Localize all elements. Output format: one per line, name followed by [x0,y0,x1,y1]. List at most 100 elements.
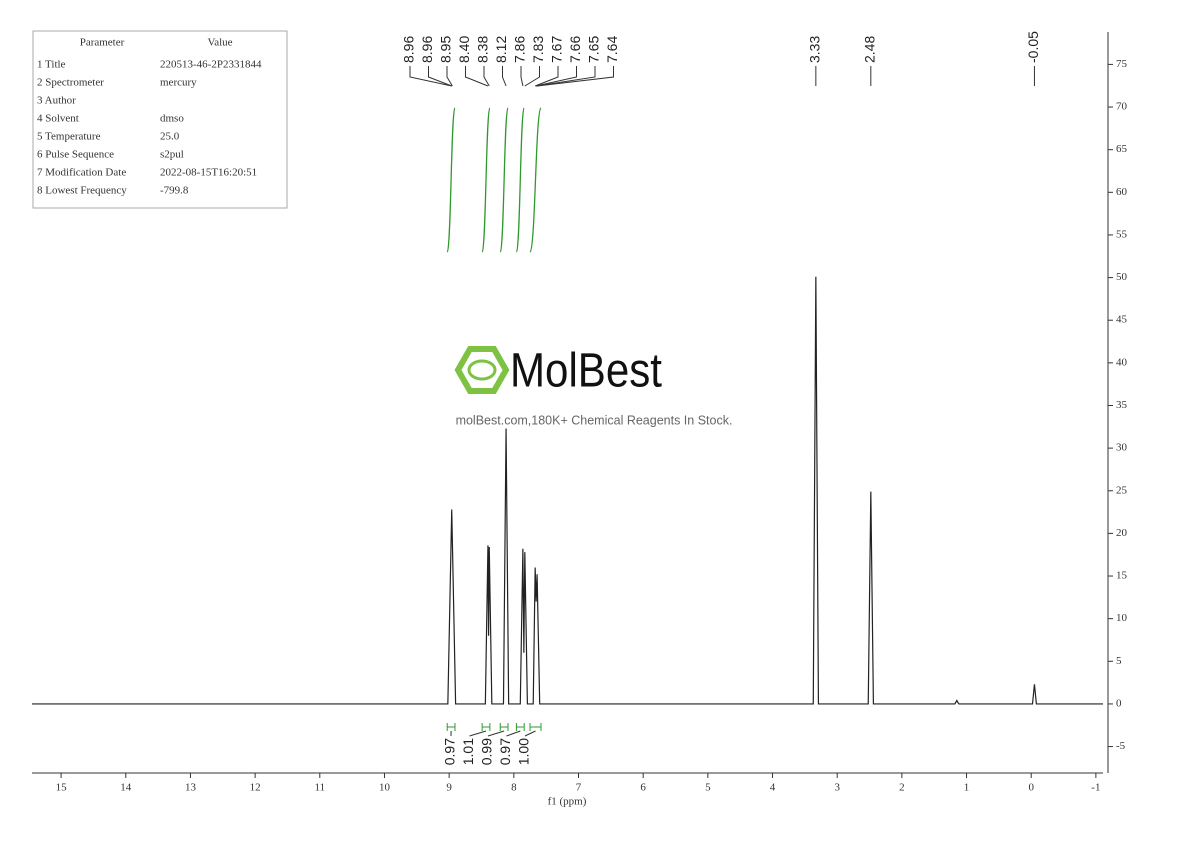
y-tick-label: 75 [1116,58,1128,70]
peak-label: 7.86 [512,36,528,63]
table-cell: 6 Pulse Sequence [37,149,114,161]
integral-leader [524,730,536,737]
integral-label: 0.99 [479,738,495,765]
integral-curve [515,107,525,253]
x-tick-label: 10 [379,782,391,794]
peak-label: 2.48 [862,36,878,63]
table-cell: mercury [160,77,197,89]
peak-leader [446,66,453,87]
table-cell: 7 Modification Date [37,167,126,179]
table-cell: 2022-08-15T16:20:51 [160,167,257,179]
peak-label: 8.40 [456,36,472,63]
y-tick-label: 15 [1116,570,1128,582]
x-tick-label: 8 [511,782,517,794]
peak-leader [535,66,577,87]
x-tick-label: 6 [640,782,646,794]
peak-leader [502,66,507,87]
x-tick-label: 15 [56,782,68,794]
integral-curve [481,107,491,253]
integral-bracket [515,723,525,731]
x-tick-label: 9 [446,782,452,794]
x-tick-label: 4 [770,782,776,794]
integral-curve [446,107,456,253]
parameter-table: Parameter Value [32,30,288,209]
peak-label: 7.83 [530,36,546,63]
x-tick-label: 0 [1028,782,1034,794]
table-cell: 5 Temperature [37,131,101,143]
integral-leader [469,730,487,737]
table-cell: 3 Author [37,95,76,107]
peak-label: 8.95 [438,36,454,63]
table-header: Value [207,37,232,49]
table-cell: 8 Lowest Frequency [37,185,127,197]
table-header: Parameter [80,37,125,49]
table-cell: dmso [160,113,184,125]
x-tick-label: 13 [185,782,197,794]
y-tick-label: 10 [1116,612,1128,624]
integral-label: 1.01 [460,738,476,765]
x-tick-label: 2 [899,782,905,794]
y-tick-label: 50 [1116,271,1128,283]
peak-label: 7.67 [549,36,565,63]
peak-leader [534,66,559,87]
x-tick-label: -1 [1091,782,1100,794]
x-tick-label: 12 [250,782,261,794]
y-tick-label: 20 [1116,527,1128,539]
integral-curve [499,107,509,253]
y-tick-label: 35 [1116,399,1128,411]
y-tick-label: 5 [1116,655,1122,667]
peak-leader [524,66,540,87]
y-tick-label: 30 [1116,442,1128,454]
x-tick-label: 11 [315,782,326,794]
y-tick-label: 65 [1116,143,1128,155]
table-cell: 220513-46-2P2331844 [160,59,262,71]
peak-leader [465,66,489,87]
y-tick-label: 45 [1116,314,1128,326]
integral-bracket [446,723,456,731]
integral-leader [506,730,521,737]
spectrum-line [32,276,1103,705]
peak-label: 8.38 [475,36,491,63]
peak-leader [537,66,614,87]
x-tick-label: 7 [576,782,582,794]
table-cell: -799.8 [160,185,189,197]
y-tick-label: 0 [1116,697,1122,709]
integral-bracket [529,723,542,731]
peak-label: 7.66 [567,36,583,63]
x-axis-label: f1 (ppm) [548,796,587,808]
peak-label: 8.12 [493,36,509,63]
table-cell: 2 Spectrometer [37,77,104,89]
integral-label: 0.97 [442,738,458,765]
peak-label: 8.96 [419,36,435,63]
watermark: MolBest molBest.com,180K+ Chemical Reage… [454,345,733,427]
x-tick-label: 3 [834,782,840,794]
peak-label: 3.33 [807,36,823,63]
logo-text: MolBest [510,345,662,398]
logo-icon [454,346,510,394]
watermark-text: molBest.com,180K+ Chemical Reagents In S… [456,413,733,427]
y-tick-label: 25 [1116,484,1128,496]
integral-curve [529,107,542,253]
peak-label: 8.96 [401,36,417,63]
peak-leader [520,66,524,87]
integral-label: 1.00 [516,738,532,765]
peak-label: 7.65 [586,36,602,63]
y-tick-label: 40 [1116,356,1128,368]
logo-icon [467,359,497,381]
integral-leader [487,730,505,737]
table-cell: 1 Title [37,59,66,71]
y-tick-label: 55 [1116,228,1128,240]
peak-leader [483,66,490,87]
integral-bracket [499,723,509,731]
table-frame [32,30,288,209]
integral-bracket [481,723,491,731]
peak-leader [409,66,452,87]
y-tick-label: 60 [1116,186,1128,198]
x-tick-label: 14 [120,782,132,794]
peak-leader [428,66,452,87]
integral-label: 0.97 [497,738,513,765]
table-cell: s2pul [160,149,184,161]
table-cell: 25.0 [160,131,180,143]
y-tick-label: 70 [1116,101,1128,113]
